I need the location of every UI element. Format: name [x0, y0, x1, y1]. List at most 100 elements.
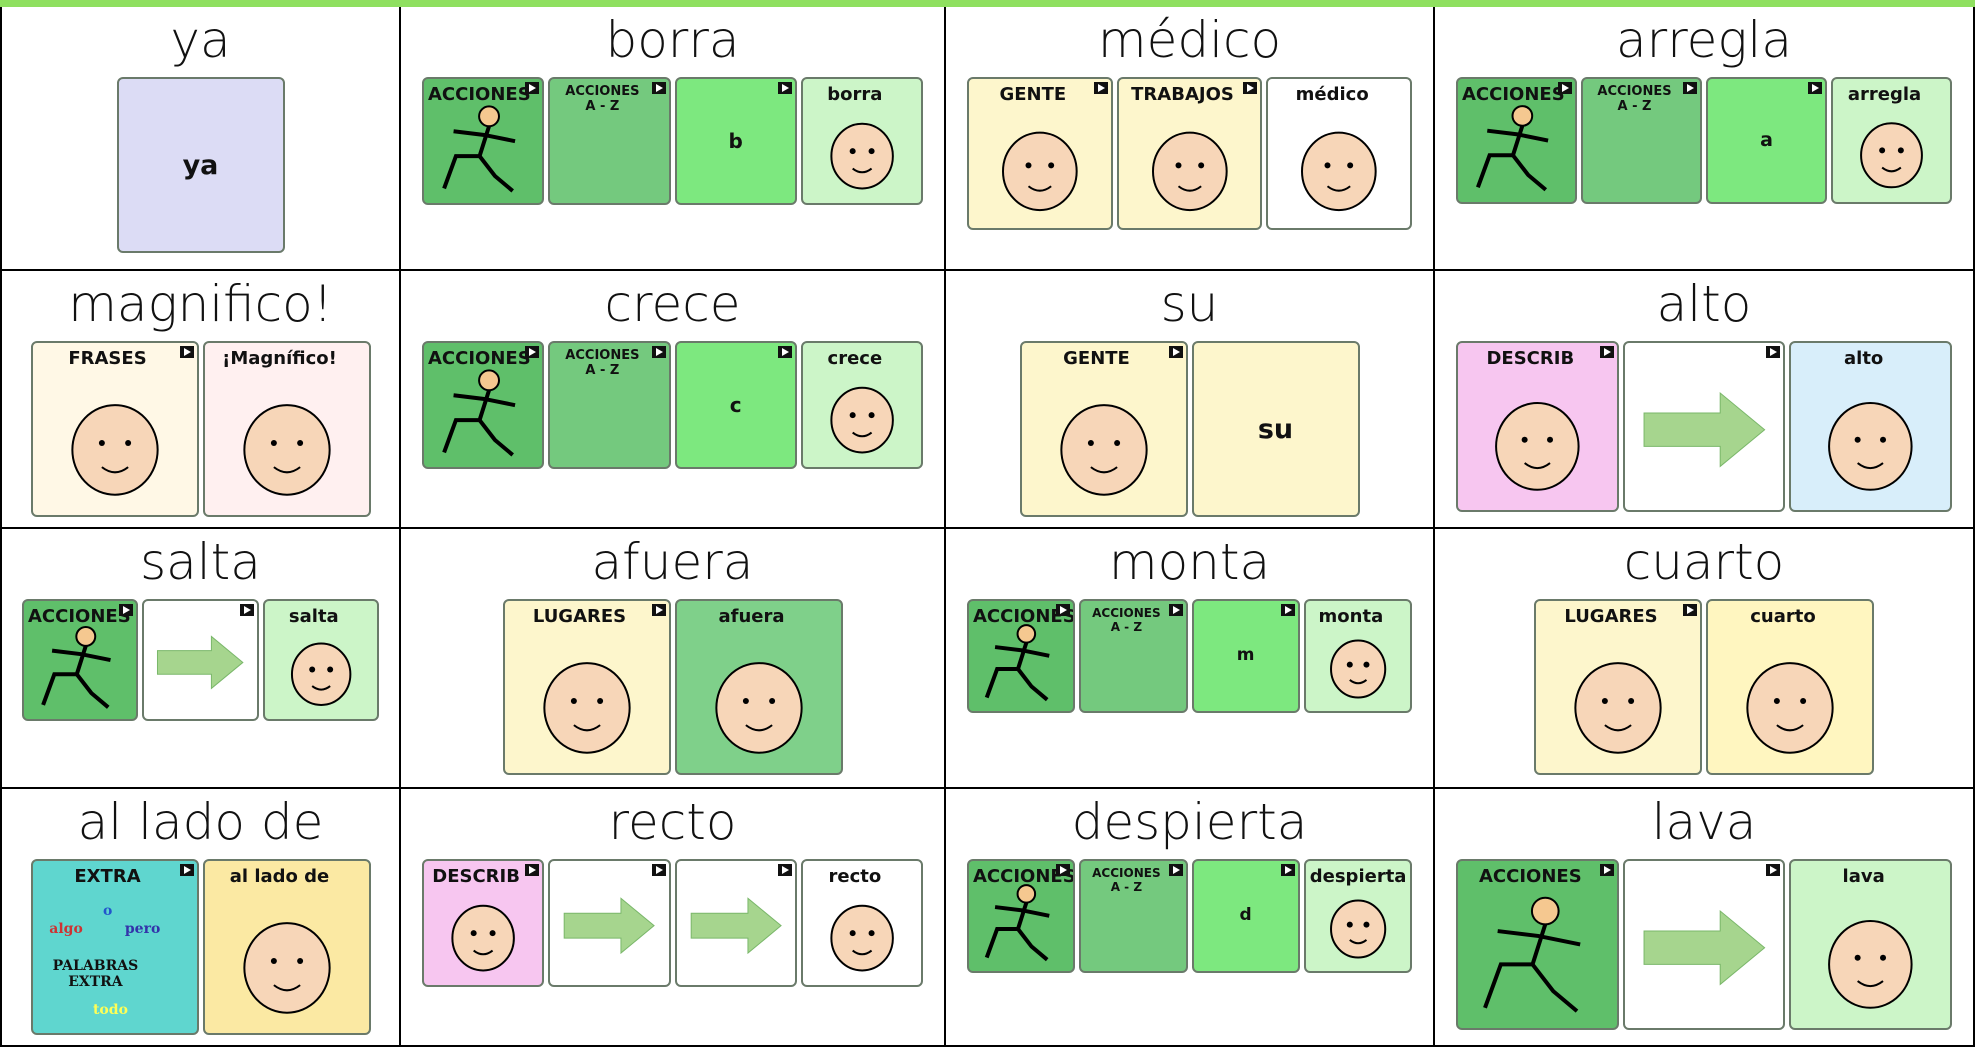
tile-label: d: [1239, 905, 1252, 926]
pictogram: [563, 897, 656, 955]
symbol-tile[interactable]: EXTRA o algo pero PALABRAS EXTRA todo: [30, 859, 199, 1036]
symbol-tile[interactable]: recto: [800, 859, 923, 988]
symbol-tile[interactable]: ACCIONES: [422, 341, 545, 470]
cell: recto DESCRIB recto: [401, 789, 946, 1047]
symbol-tile[interactable]: cuarto: [1706, 599, 1874, 776]
symbol-tile[interactable]: a: [1706, 77, 1827, 205]
pictogram: [41, 625, 111, 709]
symbol-tile[interactable]: LUGARES: [502, 599, 671, 776]
pictogram: [451, 904, 515, 972]
pictogram: [1002, 131, 1078, 212]
tile-label: alto: [1844, 348, 1884, 369]
symbol-tile[interactable]: ACCIONES: [967, 599, 1076, 713]
symbol-tile[interactable]: al lado de: [202, 859, 371, 1036]
cell: médico GENTE TRABAJOS médico: [946, 7, 1435, 271]
symbol-tile[interactable]: ACCIONES A - Z: [548, 341, 671, 470]
symbol-tile[interactable]: crece: [800, 341, 923, 470]
symbol-tile[interactable]: ya: [116, 77, 285, 254]
symbol-tile[interactable]: [1622, 341, 1786, 512]
symbol-tile[interactable]: ACCIONES: [1456, 859, 1619, 1030]
symbol-tile[interactable]: ¡Magnífico!: [202, 341, 371, 518]
symbol-tile[interactable]: d: [1191, 859, 1300, 973]
tile-label: GENTE: [1063, 348, 1130, 369]
symbol-tile[interactable]: GENTE: [967, 77, 1113, 230]
extra-word: algo: [49, 920, 83, 937]
symbol-tile[interactable]: TRABAJOS: [1116, 77, 1263, 230]
symbol-tile[interactable]: ACCIONES: [967, 859, 1076, 973]
cell-title: crece: [604, 275, 741, 333]
symbol-tile[interactable]: médico: [1266, 77, 1412, 230]
pictogram: [830, 122, 894, 190]
symbol-tile[interactable]: FRASES: [30, 341, 199, 518]
symbol-tile[interactable]: arregla: [1831, 77, 1952, 205]
cell-title: ya: [170, 11, 231, 69]
symbol-tile[interactable]: [1622, 859, 1786, 1030]
folder-marker: [651, 346, 666, 358]
symbol-tile[interactable]: [142, 599, 259, 722]
tile-row: EXTRA o algo pero PALABRAS EXTRA todo al lado …: [2, 859, 399, 1036]
pictogram: [1643, 909, 1766, 986]
tile-label: ACCIONES A - Z: [1092, 866, 1161, 894]
cell-title: al lado de: [77, 793, 324, 851]
tile-label: EXTRA: [74, 866, 141, 887]
symbol-tile[interactable]: ACCIONES: [422, 77, 545, 206]
symbol-tile[interactable]: ACCIONES A - Z: [1581, 77, 1702, 205]
pictogram: [1476, 105, 1549, 192]
cell-title: cuarto: [1623, 533, 1785, 591]
symbol-tile[interactable]: ACCIONES A - Z: [1079, 599, 1188, 713]
symbol-tile[interactable]: LUGARES: [1534, 599, 1702, 776]
symbol-tile[interactable]: su: [1191, 341, 1360, 518]
symbol-tile[interactable]: salta: [262, 599, 379, 722]
symbol-tile[interactable]: b: [674, 77, 797, 206]
symbol-tile[interactable]: c: [674, 341, 797, 470]
symbol-tile[interactable]: ACCIONES: [1456, 77, 1577, 205]
symbol-tile[interactable]: despierta: [1303, 859, 1412, 973]
tile-label: a: [1760, 128, 1773, 151]
tile-row: DESCRIB alto: [1435, 341, 1973, 512]
symbol-tile[interactable]: alto: [1789, 341, 1952, 512]
tile-row: LUGARES cuarto: [1435, 599, 1973, 776]
symbol-tile[interactable]: borra: [800, 77, 923, 206]
symbol-tile[interactable]: [674, 859, 797, 988]
tile-label: ACCIONES A - Z: [565, 84, 640, 114]
tile-row: ACCIONES ACCIONES A - Z m monta: [946, 599, 1433, 713]
tile-label: DESCRIB: [432, 866, 520, 887]
tile-label: FRASES: [68, 348, 147, 369]
tile-label: ACCIONES A - Z: [1597, 84, 1672, 114]
tile-row: ACCIONES ACCIONES A - Z c crece: [401, 341, 944, 470]
folder-marker: [239, 604, 254, 616]
symbol-tile[interactable]: DESCRIB: [1456, 341, 1619, 512]
folder-marker: [525, 82, 540, 94]
folder-marker: [1168, 604, 1183, 616]
folder-marker: [1243, 82, 1258, 94]
pictogram: [1495, 402, 1580, 491]
cell-title: recto: [608, 793, 737, 851]
symbol-tile[interactable]: ACCIONES: [22, 599, 139, 722]
tile-row: ACCIONES lava: [1435, 859, 1973, 1030]
symbol-tile[interactable]: monta: [1303, 599, 1412, 713]
pictogram: [1643, 391, 1766, 468]
folder-marker: [1558, 82, 1572, 94]
symbol-tile[interactable]: ACCIONES A - Z: [548, 77, 671, 206]
pictogram: [542, 662, 631, 754]
top-bar: [0, 0, 1975, 7]
symbol-tile[interactable]: m: [1191, 599, 1300, 713]
tile-label: médico: [1295, 84, 1369, 105]
symbol-tile[interactable]: GENTE: [1019, 341, 1188, 518]
cell: borra ACCIONES ACCIONES A - Z b borra: [401, 7, 946, 271]
cell-title: borra: [605, 11, 740, 69]
symbol-tile[interactable]: afuera: [674, 599, 843, 776]
symbol-tile[interactable]: lava: [1789, 859, 1952, 1030]
pictogram: [830, 904, 894, 972]
pictogram: [1483, 896, 1581, 1013]
tile-label: ACCIONES: [28, 606, 131, 627]
symbol-tile[interactable]: DESCRIB: [422, 859, 545, 988]
cell-title: su: [1160, 275, 1219, 333]
symbol-tile[interactable]: [548, 859, 671, 988]
tile-row: FRASES ¡Magnífico!: [2, 341, 399, 518]
cell: salta ACCIONES salta: [0, 529, 401, 789]
folder-marker: [1280, 864, 1295, 876]
cell-title: magnifico!: [68, 275, 333, 333]
folder-marker: [1808, 82, 1822, 94]
symbol-tile[interactable]: ACCIONES A - Z: [1079, 859, 1188, 973]
